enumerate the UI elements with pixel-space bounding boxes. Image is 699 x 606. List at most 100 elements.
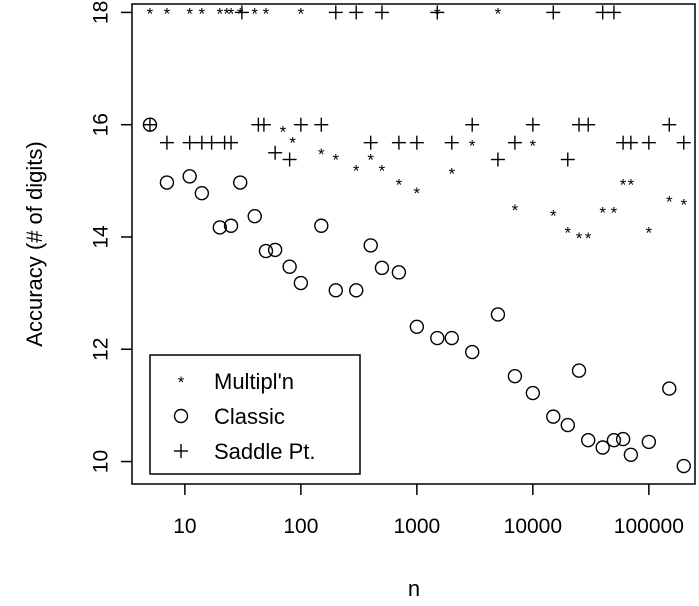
multipl-n-point: *	[396, 176, 403, 195]
x-tick-label: 10000	[504, 515, 562, 538]
legend-marker: *	[178, 373, 185, 392]
classic-point	[282, 259, 297, 274]
classic-point	[159, 175, 175, 190]
classic-point	[546, 409, 561, 424]
saddle-pt-point	[409, 135, 424, 150]
legend-marker	[174, 444, 188, 458]
classic-point	[560, 417, 575, 433]
y-tick-label: 12	[89, 338, 112, 361]
classic-point	[615, 431, 631, 447]
saddle-pt-point	[430, 5, 445, 20]
classic-point	[328, 283, 343, 298]
multipl-n-point: *	[585, 229, 592, 248]
saddle-pt-point	[623, 135, 638, 150]
x-tick-label: 100	[283, 515, 318, 538]
saddle-pt-point	[256, 117, 271, 132]
multipl-n-point: *	[228, 4, 235, 23]
saddle-pt-point	[349, 5, 364, 20]
classic-point	[490, 307, 506, 322]
saddle-pt-point	[560, 152, 575, 167]
classic-point	[662, 381, 677, 396]
saddle-pt-point	[465, 117, 480, 132]
x-tick-label: 1000	[394, 515, 441, 538]
multipl-n-point: *	[611, 204, 618, 223]
y-axis: 10 12 14 16 18	[89, 1, 132, 473]
saddle-pt-point	[581, 117, 596, 132]
saddle-pt-point	[182, 135, 197, 150]
multipl-n-point: *	[263, 4, 270, 23]
saddle-pt-point	[525, 117, 540, 132]
multipl-n-point: *	[353, 162, 360, 181]
multipl-n-point: *	[186, 4, 193, 23]
classic-point	[258, 243, 274, 259]
classic-point	[374, 260, 390, 276]
multipl-n-point: *	[576, 229, 583, 248]
y-tick-label: 16	[89, 113, 112, 136]
saddle-pt-point	[363, 135, 378, 150]
legend-label: Multipl'n	[214, 369, 294, 394]
multipl-n-point: *	[469, 136, 476, 155]
multipl-n-point: *	[298, 4, 305, 23]
saddle-pt-point	[444, 135, 459, 150]
multipl-n-point: *	[550, 207, 557, 226]
classic-point	[247, 209, 262, 224]
multipl-n-point: *	[289, 134, 296, 153]
classic-point	[223, 218, 239, 233]
x-axis: 10 100 1000 10000 100000	[173, 484, 684, 538]
multipl-n-point: *	[237, 4, 244, 23]
classic-point	[465, 344, 480, 360]
saddle-pt-point	[314, 117, 329, 132]
saddle-pt-point	[293, 117, 308, 132]
saddle-pt-point	[204, 135, 219, 150]
saddle-pt-point	[142, 117, 157, 132]
saddle-pt-point	[490, 152, 505, 167]
x-tick-label: 100000	[614, 515, 684, 538]
multipl-n-point: *	[199, 4, 206, 23]
multipl-n-point: *	[448, 164, 455, 183]
classic-point	[409, 319, 425, 335]
multipl-n-point: *	[251, 4, 258, 23]
multipl-n-point: *	[318, 145, 325, 164]
multipl-n-point: *	[599, 204, 606, 223]
multipl-n-point: *	[280, 122, 287, 141]
y-tick-label: 10	[89, 450, 112, 473]
classic-point	[571, 363, 587, 378]
multipl-n-point: *	[564, 223, 571, 242]
multipl-n-point: *	[680, 195, 687, 214]
multipl-n-point: *	[164, 4, 171, 23]
classic-point	[182, 169, 197, 184]
classic-point	[606, 433, 622, 448]
classic-point	[430, 330, 445, 346]
classic-point	[314, 218, 329, 233]
legend-label: Classic	[214, 404, 285, 429]
legend: * Multipl'n Classic Saddle Pt.	[149, 354, 361, 475]
saddle-pt-point	[676, 135, 691, 150]
legend-box	[149, 354, 361, 475]
saddle-pt-point	[268, 145, 283, 160]
multipl-n-point: *	[379, 162, 386, 181]
classic-point	[595, 440, 610, 455]
saddle-pt-point	[234, 5, 249, 20]
classic-point	[641, 434, 657, 450]
classic-point	[507, 369, 523, 384]
x-axis-label: n	[408, 576, 420, 601]
saddle-pt-point	[159, 135, 174, 150]
y-tick-label: 14	[89, 225, 112, 249]
multipl-n-point: *	[216, 4, 223, 23]
classic-point	[233, 175, 248, 190]
classic-point	[363, 238, 378, 253]
saddle-pt-point	[507, 135, 522, 150]
legend-label: Saddle Pt.	[214, 439, 316, 464]
classic-point	[623, 447, 639, 463]
saddle-pt-point	[374, 5, 389, 20]
multipl-n-point: *	[224, 4, 231, 23]
x-tick-label: 10	[173, 515, 196, 538]
saddle-pt-point	[662, 117, 677, 132]
saddle-pt-point	[224, 135, 239, 150]
y-axis-label: Accuracy (# of digits)	[22, 141, 47, 346]
classic-point	[349, 283, 364, 298]
saddle-pt-point	[328, 5, 343, 20]
multipl-n-point: *	[620, 176, 627, 195]
multipl-n-point: *	[530, 136, 537, 155]
classic-point	[444, 330, 459, 346]
